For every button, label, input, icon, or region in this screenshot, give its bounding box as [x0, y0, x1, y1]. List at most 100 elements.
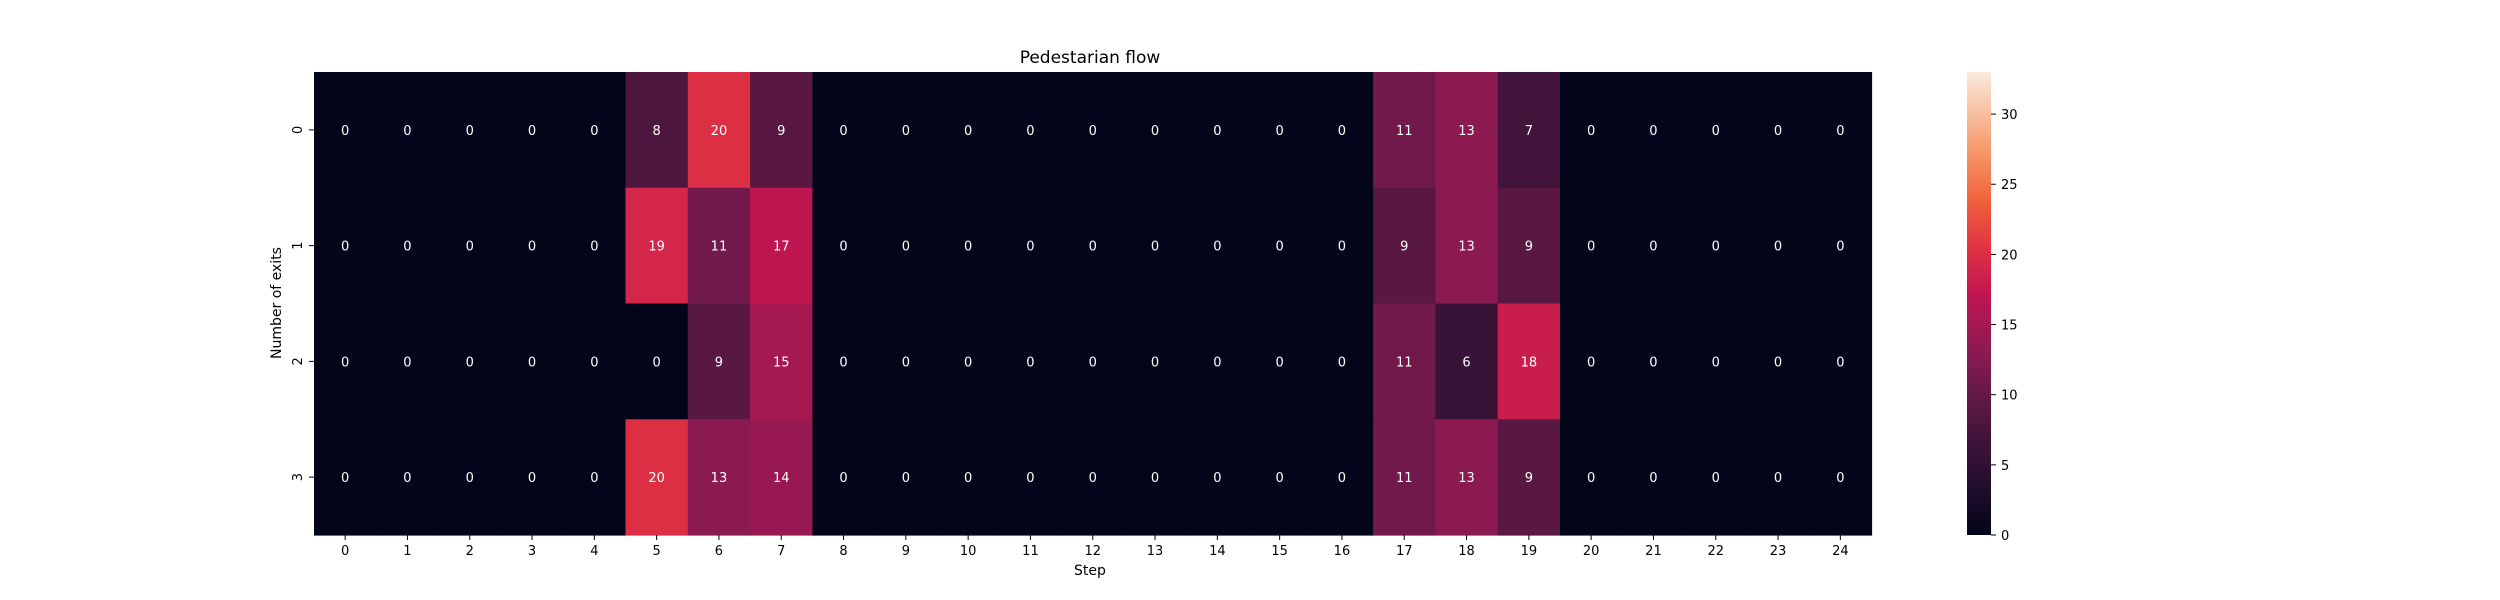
- heatmap-cell: [438, 187, 502, 305]
- heatmap-cell: [750, 419, 813, 536]
- cell-value-label: 0: [902, 355, 910, 370]
- heatmap-cell: [1809, 72, 1873, 189]
- cell-value-label: 9: [715, 355, 723, 370]
- heatmap-cell: [1310, 303, 1374, 420]
- chart-title: Pedestarian flow: [1020, 48, 1161, 68]
- heatmap-cell: [1746, 303, 1810, 420]
- cell-value-label: 0: [1649, 471, 1657, 486]
- cell-value-label: 0: [1587, 240, 1595, 255]
- x-tick-label: 20: [1583, 544, 1600, 559]
- heatmap-cell: [1622, 72, 1686, 189]
- cell-value-label: 11: [1396, 355, 1413, 370]
- heatmap-cell: [1186, 419, 1250, 536]
- heatmap-cell: [1497, 72, 1561, 189]
- heatmap-cell: [1123, 72, 1187, 189]
- heatmap-cell: [625, 187, 689, 305]
- cell-value-label: 0: [1026, 471, 1034, 486]
- colorbar-axis: 0 5 10 15 20 25 30: [1991, 108, 2018, 544]
- cell-value-label: 0: [528, 240, 536, 255]
- cell-value-label: 0: [590, 471, 598, 486]
- cell-value-label: 0: [964, 124, 972, 139]
- heatmap-cell: [874, 187, 938, 305]
- cell-value-label: 0: [403, 471, 411, 486]
- heatmap-cell: [750, 187, 813, 305]
- heatmap-cell: [1746, 72, 1810, 189]
- cell-value-label: 0: [528, 355, 536, 370]
- heatmap-cell: [314, 187, 377, 305]
- heatmap-cell: [1560, 187, 1623, 305]
- cell-value-label: 0: [403, 355, 411, 370]
- cell-value-label: 0: [1338, 124, 1346, 139]
- cell-value-label: 9: [1525, 240, 1533, 255]
- heatmap-cell: [874, 72, 938, 189]
- heatmap-cell: [1186, 72, 1250, 189]
- heatmap-cell: [1560, 72, 1623, 189]
- heatmap-cell: [1435, 303, 1499, 420]
- cell-value-label: 0: [1774, 355, 1782, 370]
- heatmap-cell: [438, 303, 502, 420]
- heatmap-cell: [1622, 187, 1686, 305]
- cell-value-label: 0: [1213, 240, 1221, 255]
- heatmap-cell: [1560, 303, 1623, 420]
- cell-value-label: 0: [466, 471, 474, 486]
- heatmap-cell: [563, 72, 627, 189]
- cell-value-label: 0: [466, 124, 474, 139]
- heatmap-cell: [687, 303, 751, 420]
- heatmap-cell: [999, 72, 1063, 189]
- cell-value-label: 13: [1458, 124, 1475, 139]
- cell-value-label: 0: [1151, 124, 1159, 139]
- heatmap-cell: [1123, 419, 1187, 536]
- cell-value-label: 0: [1089, 240, 1097, 255]
- cell-value-label: 0: [466, 355, 474, 370]
- heatmap-cell: [500, 187, 564, 305]
- cell-value-label: 0: [839, 471, 847, 486]
- cell-value-label: 9: [1525, 471, 1533, 486]
- x-tick-label: 24: [1832, 544, 1849, 559]
- cell-value-label: 0: [403, 124, 411, 139]
- heatmap-cell: [1684, 419, 1748, 536]
- heatmap-cell: [1123, 303, 1187, 420]
- cell-value-label: 13: [711, 471, 728, 486]
- heatmap-cell: [750, 303, 813, 420]
- cell-value-label: 0: [1836, 355, 1844, 370]
- heatmap-cell: [1373, 72, 1436, 189]
- cell-value-label: 0: [528, 124, 536, 139]
- heatmap-cell: [438, 419, 502, 536]
- heatmap-cell: [376, 303, 440, 420]
- x-tick-label: 6: [715, 544, 723, 559]
- heatmap-cell: [1497, 419, 1561, 536]
- colorbar-tick-label: 15: [2001, 319, 2018, 334]
- heatmap-cell: [314, 303, 377, 420]
- cell-value-label: 0: [839, 355, 847, 370]
- cell-value-label: 0: [1712, 471, 1720, 486]
- cell-value-label: 0: [1649, 124, 1657, 139]
- heatmap-cell: [376, 72, 440, 189]
- heatmap-cell: [812, 419, 876, 536]
- heatmap-cell: [1310, 72, 1374, 189]
- heatmap-cell: [1186, 303, 1250, 420]
- cell-value-label: 6: [1462, 355, 1470, 370]
- heatmap-cell: [1497, 303, 1561, 420]
- y-axis: 0 1 2 3: [291, 126, 314, 481]
- cell-value-label: 9: [777, 124, 785, 139]
- cell-value-label: 20: [711, 124, 728, 139]
- heatmap-cell: [1061, 419, 1125, 536]
- x-tick-label: 18: [1458, 544, 1475, 559]
- cell-value-label: 0: [964, 240, 972, 255]
- cell-value-label: 0: [1151, 355, 1159, 370]
- x-tick-label: 7: [777, 544, 785, 559]
- heatmap-cell: [1186, 187, 1250, 305]
- cell-value-label: 0: [1026, 124, 1034, 139]
- heatmap-cell: [438, 72, 502, 189]
- cell-value-label: 0: [1151, 471, 1159, 486]
- cell-value-label: 0: [1089, 124, 1097, 139]
- heatmap-cell: [1123, 187, 1187, 305]
- heatmap-cell: [1435, 187, 1499, 305]
- cell-value-label: 0: [1213, 471, 1221, 486]
- heatmap-cell: [1373, 303, 1436, 420]
- heatmap-cell: [500, 419, 564, 536]
- cell-value-label: 7: [1525, 124, 1533, 139]
- x-tick-label: 1: [403, 544, 411, 559]
- colorbar-tick-label: 5: [2001, 459, 2009, 474]
- x-tick-label: 14: [1209, 544, 1226, 559]
